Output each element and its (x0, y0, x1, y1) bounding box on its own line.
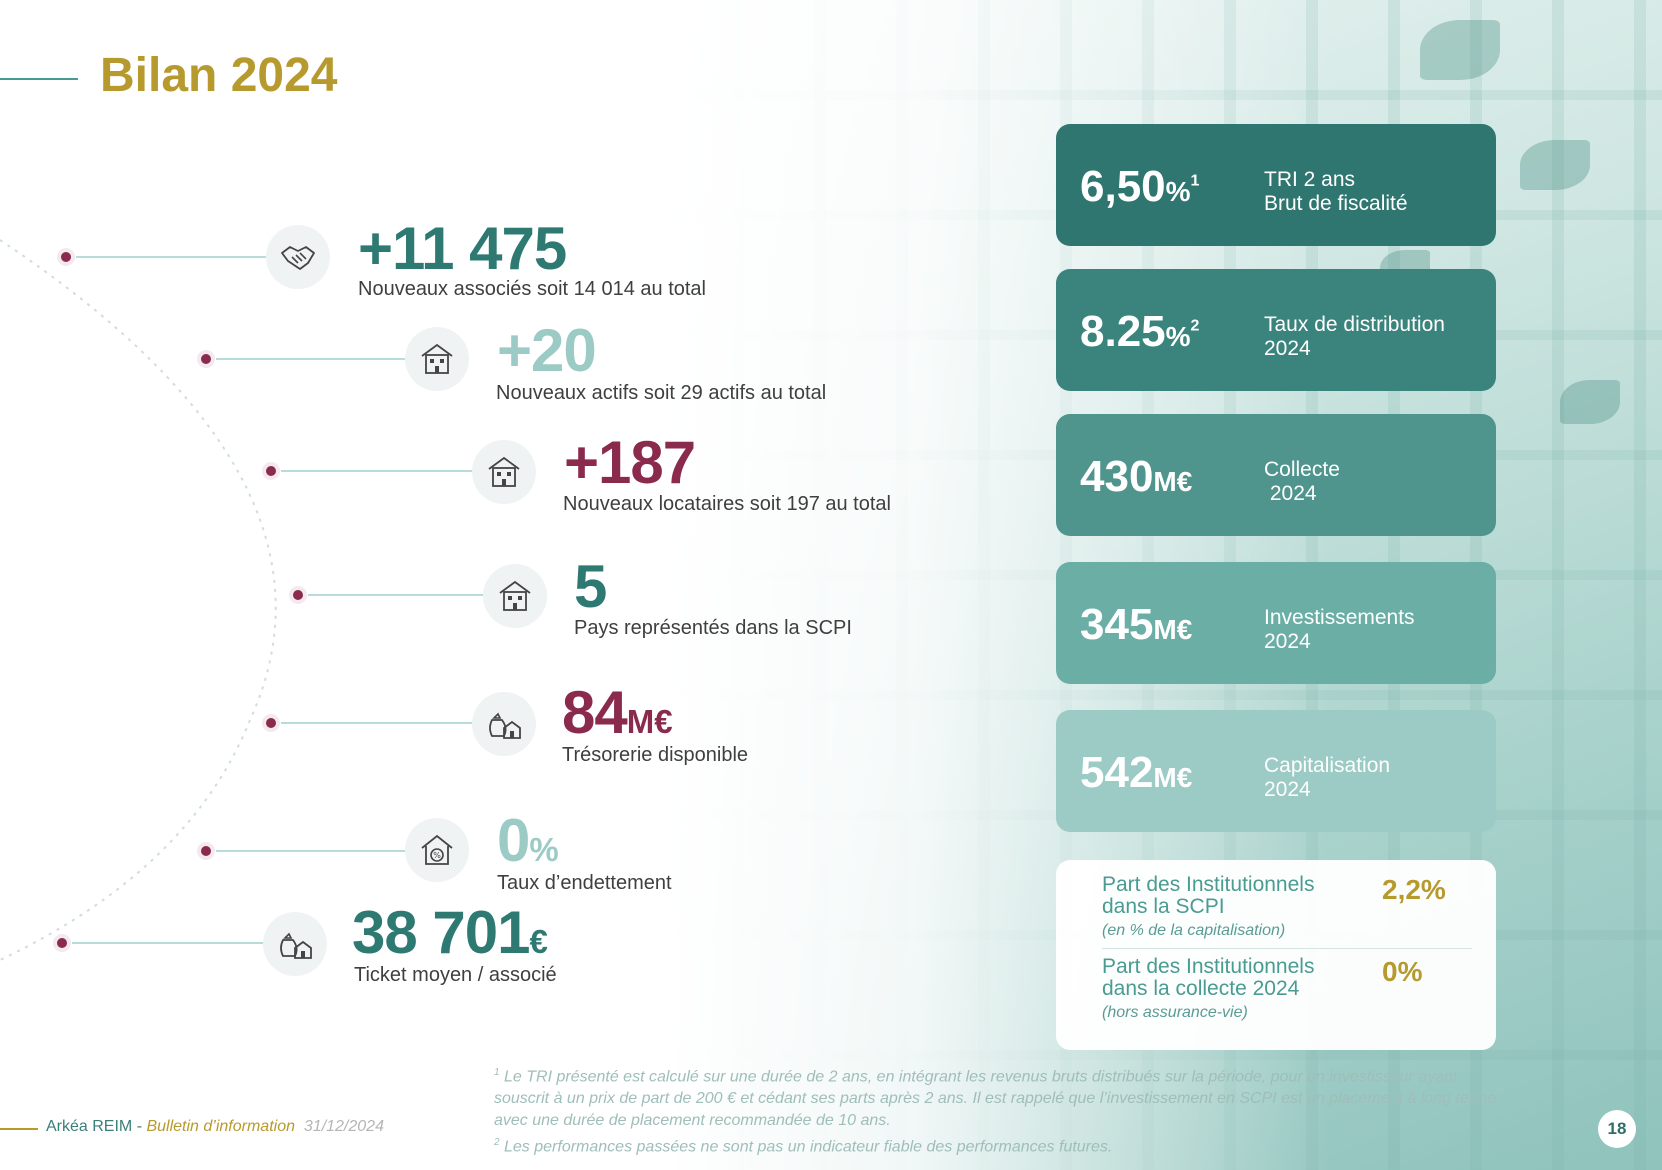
institutional-note: (hors assurance-vie) (1102, 1004, 1248, 1021)
card-capitalisation: 542M€ Capitalisation 2024 (1056, 710, 1496, 832)
timeline-dot (197, 350, 215, 368)
money-bag-house-icon (280, 932, 312, 959)
institutional-title: Part des Institutionnels dans la collect… (1102, 955, 1315, 1000)
footer-label: Arkéa REIM - Bulletin d’information 31/1… (46, 1118, 384, 1135)
card-label: Capitalisation 2024 (1264, 754, 1391, 801)
stat-value: +187 (564, 429, 696, 496)
stat-description: Pays représentés dans la SCPI (574, 617, 852, 639)
timeline-connector (216, 358, 406, 360)
institutional-row-collection: Part des Institutionnels dans la collect… (1102, 956, 1472, 1022)
card-value: 345M€ (1080, 600, 1193, 649)
footer-accent-line (0, 1128, 38, 1130)
stat-value: +11 475 (358, 215, 567, 282)
stat-description: Nouveaux actifs soit 29 actifs au total (496, 382, 827, 404)
building-icon (421, 343, 453, 374)
page-title: Bilan 2024 (100, 49, 338, 102)
institutional-note: (en % de la capitalisation) (1102, 922, 1286, 939)
footer-document: Bulletin d’information (146, 1118, 295, 1135)
timeline-connector (72, 942, 266, 944)
card-label: Collecte 2024 (1264, 458, 1340, 505)
timeline-dot (262, 462, 280, 480)
stat-description: Nouveaux locataires soit 197 au total (563, 493, 891, 515)
timeline-connector (308, 594, 484, 596)
handshake-icon (281, 246, 315, 270)
footnotes: 1 Le TRI présenté est calculé sur une du… (494, 1062, 1504, 1159)
icon-badge (483, 564, 547, 628)
icon-badge (472, 440, 536, 504)
timeline-dot (289, 586, 307, 604)
footnote-2: 2 Les performances passées ne sont pas u… (494, 1137, 1113, 1156)
stat-description: Trésorerie disponible (562, 744, 749, 766)
stat-value: 84M€ (562, 679, 673, 746)
card-value: 8.25%2 (1080, 307, 1200, 356)
stat-value: +20 (497, 317, 597, 384)
timeline-connector (76, 256, 266, 258)
timeline-arc (0, 239, 277, 961)
stat-description: Nouveaux associés soit 14 014 au total (358, 278, 706, 300)
icon-badge (263, 912, 327, 976)
stat-value: 0% (497, 807, 559, 874)
money-bag-house-icon (489, 712, 521, 739)
timeline-connector (281, 470, 473, 472)
card-distribution-rate: 8.25%2 Taux de distribution 2024 (1056, 269, 1496, 391)
card-collection: 430M€ Collecte 2024 (1056, 414, 1496, 536)
svg-text:%: % (433, 851, 441, 860)
footer-brand: Arkéa REIM (46, 1118, 133, 1135)
card-label: Investissements 2024 (1264, 606, 1415, 653)
timeline-connector (281, 722, 473, 724)
icon-badge (405, 327, 469, 391)
footnote-1: 1 Le TRI présenté est calculé sur une du… (494, 1067, 1501, 1130)
icon-badge (472, 692, 536, 756)
timeline-dot (57, 248, 75, 266)
stat-value: 5 (574, 553, 607, 620)
building-icon (499, 580, 531, 611)
building-icon (488, 456, 520, 487)
stat-description: Ticket moyen / associé (354, 964, 557, 986)
icon-badge (266, 225, 330, 289)
house-percent-icon: % (421, 834, 453, 865)
card-value: 6,50%1 (1080, 162, 1200, 211)
institutional-share-box: Part des Institutionnels dans la SCPI (e… (1056, 860, 1496, 1050)
timeline-dot (262, 714, 280, 732)
card-label: Taux de distribution 2024 (1264, 313, 1445, 360)
stat-value: 38 701€ (352, 899, 548, 966)
timeline-dot (53, 934, 71, 952)
institutional-value: 0% (1382, 956, 1423, 987)
card-value: 430M€ (1080, 452, 1193, 501)
card-tri: 6,50%1 TRI 2 ans Brut de fiscalité (1056, 124, 1496, 246)
card-investments: 345M€ Investissements 2024 (1056, 562, 1496, 684)
title-accent-line (0, 78, 78, 80)
timeline-connector (216, 850, 406, 852)
timeline-dot (197, 842, 215, 860)
footer-date: 31/12/2024 (303, 1118, 384, 1135)
card-label: TRI 2 ans Brut de fiscalité (1264, 168, 1408, 215)
icon-badge: % (405, 818, 469, 882)
page-number: 18 (1598, 1110, 1636, 1148)
card-value: 542M€ (1080, 748, 1193, 797)
divider (1102, 948, 1472, 949)
stat-description: Taux d’endettement (497, 872, 672, 894)
institutional-value: 2,2% (1382, 874, 1446, 905)
institutional-title: Part des Institutionnels dans la SCPI (1102, 873, 1315, 918)
institutional-row-scpi: Part des Institutionnels dans la SCPI (e… (1102, 874, 1472, 940)
